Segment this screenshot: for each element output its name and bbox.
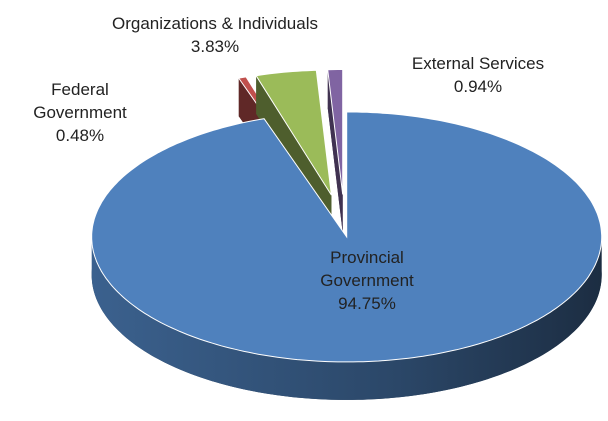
slice bbox=[255, 69, 332, 196]
value-label: 0.48% bbox=[55, 126, 105, 145]
category-label: Organizations & Individuals bbox=[111, 14, 318, 33]
slice-group bbox=[327, 69, 344, 233]
slice-side bbox=[91, 236, 602, 400]
slice bbox=[327, 69, 344, 195]
slice-side bbox=[327, 69, 343, 233]
slice-label: Provincial Government 94.75% bbox=[292, 246, 442, 315]
value-label: 0.94% bbox=[453, 77, 503, 96]
slice bbox=[91, 111, 603, 363]
category-label: Federal Government bbox=[33, 80, 127, 122]
slice-label: Organizations & Individuals 3.83% bbox=[15, 12, 415, 58]
slice-label: Federal Government 0.48% bbox=[15, 78, 145, 147]
slice-group bbox=[91, 111, 603, 400]
slice-label: External Services 0.94% bbox=[278, 52, 608, 98]
value-label: 3.83% bbox=[190, 37, 240, 56]
category-label: External Services bbox=[411, 54, 545, 73]
value-label: 94.75% bbox=[338, 294, 396, 313]
category-label: Provincial Government bbox=[320, 248, 414, 290]
